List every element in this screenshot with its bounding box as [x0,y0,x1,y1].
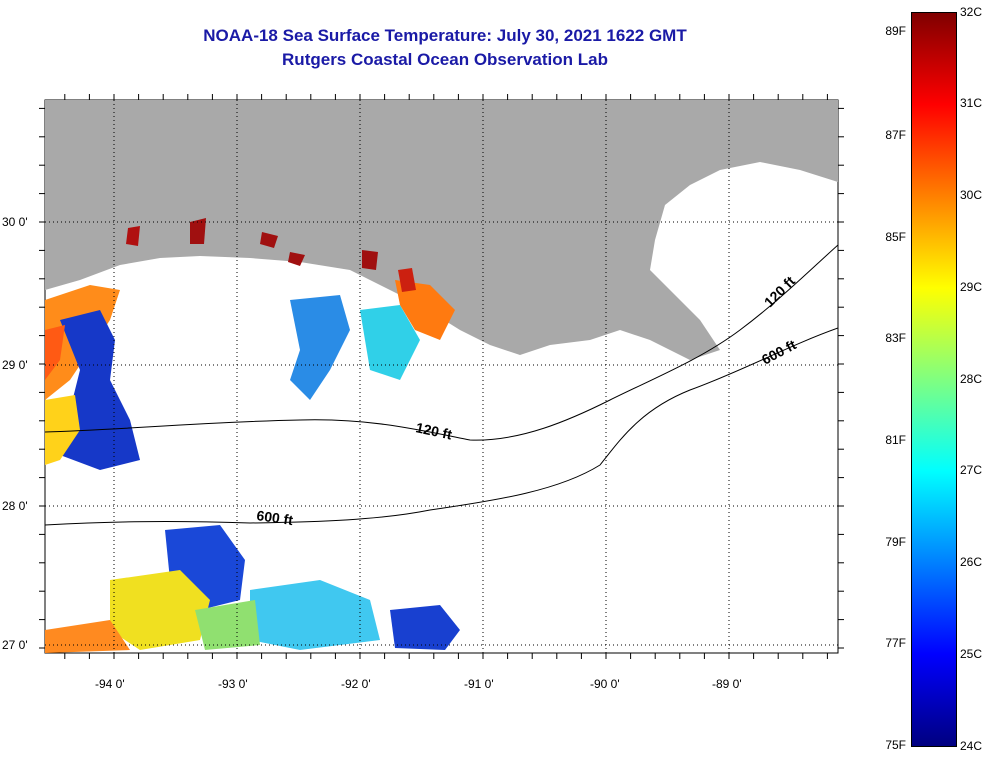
cb-label-32c: 32C [960,5,983,19]
land-mass [45,100,838,360]
cb-label-24c: 24C [960,739,983,753]
lon-label-93: -93 0' [218,677,248,691]
cb-label-75f: 75F [885,738,906,752]
lat-label-30: 30 0' [2,215,28,229]
contour-600ft [45,327,838,526]
sst-patch-east-blue [390,605,460,650]
latitude-labels: 30 0' 29 0' 28 0' 27 0' [2,215,28,652]
cb-label-79f: 79F [885,535,906,549]
contour-120ft [45,244,838,441]
graticule [45,100,838,653]
sst-patch-lake-red-3 [260,232,278,248]
sst-patch-south-yellow [110,570,210,650]
contour-label-600ft: 600 ft [256,507,295,528]
lat-label-28: 28 0' [2,499,28,513]
lon-label-94: -94 0' [95,677,125,691]
longitude-labels: -94 0' -93 0' -92 0' -91 0' -90 0' -89 0… [95,677,742,691]
contour-label-120ft: 120 ft [414,419,453,442]
cb-label-31c: 31C [960,96,983,110]
sst-patch-west-yellow [45,395,80,465]
cb-label-26c: 26C [960,555,983,569]
sst-patch-lake-red-4 [288,252,305,266]
cb-label-85f: 85F [885,230,906,244]
temperature-colorbar [911,12,957,747]
sst-patch-lake-red-2 [190,218,206,244]
lon-label-92: -92 0' [341,677,371,691]
sst-map[interactable]: 120 ft 120 ft 600 ft 600 ft 30 0' 29 0' … [0,0,880,700]
sst-patch-lake-red-5 [362,250,378,270]
sst-patch-south-orange [45,620,130,653]
cb-label-30c: 30C [960,188,983,202]
cb-label-77f: 77F [885,636,906,650]
sst-patch-delta-orange [395,280,455,340]
cb-label-81f: 81F [885,433,906,447]
sst-patch-central-cyan [360,305,420,380]
sst-patch-west-red [45,325,65,380]
lat-label-27: 27 0' [2,638,28,652]
sst-patch-south-cyan [250,580,380,650]
sst-patches [45,218,460,653]
lon-label-89: -89 0' [712,677,742,691]
sst-patch-central-blue [290,295,350,400]
cb-label-29c: 29C [960,280,983,294]
sst-patch-lake-red-1 [126,226,140,246]
axis-ticks [39,94,844,659]
sst-patch-delta-red [398,268,416,292]
sst-patch-south-green [195,600,260,650]
cb-label-27c: 27C [960,463,983,477]
map-subtitle: Rutgers Coastal Ocean Observation Lab [282,50,608,69]
cb-label-25c: 25C [960,647,983,661]
cb-label-89f: 89F [885,24,906,38]
lon-label-90: -90 0' [590,677,620,691]
lon-label-91: -91 0' [464,677,494,691]
cb-label-83f: 83F [885,331,906,345]
lat-label-29: 29 0' [2,358,28,372]
cb-label-28c: 28C [960,372,983,386]
map-title: NOAA-18 Sea Surface Temperature: July 30… [203,26,687,45]
cb-label-87f: 87F [885,128,906,142]
